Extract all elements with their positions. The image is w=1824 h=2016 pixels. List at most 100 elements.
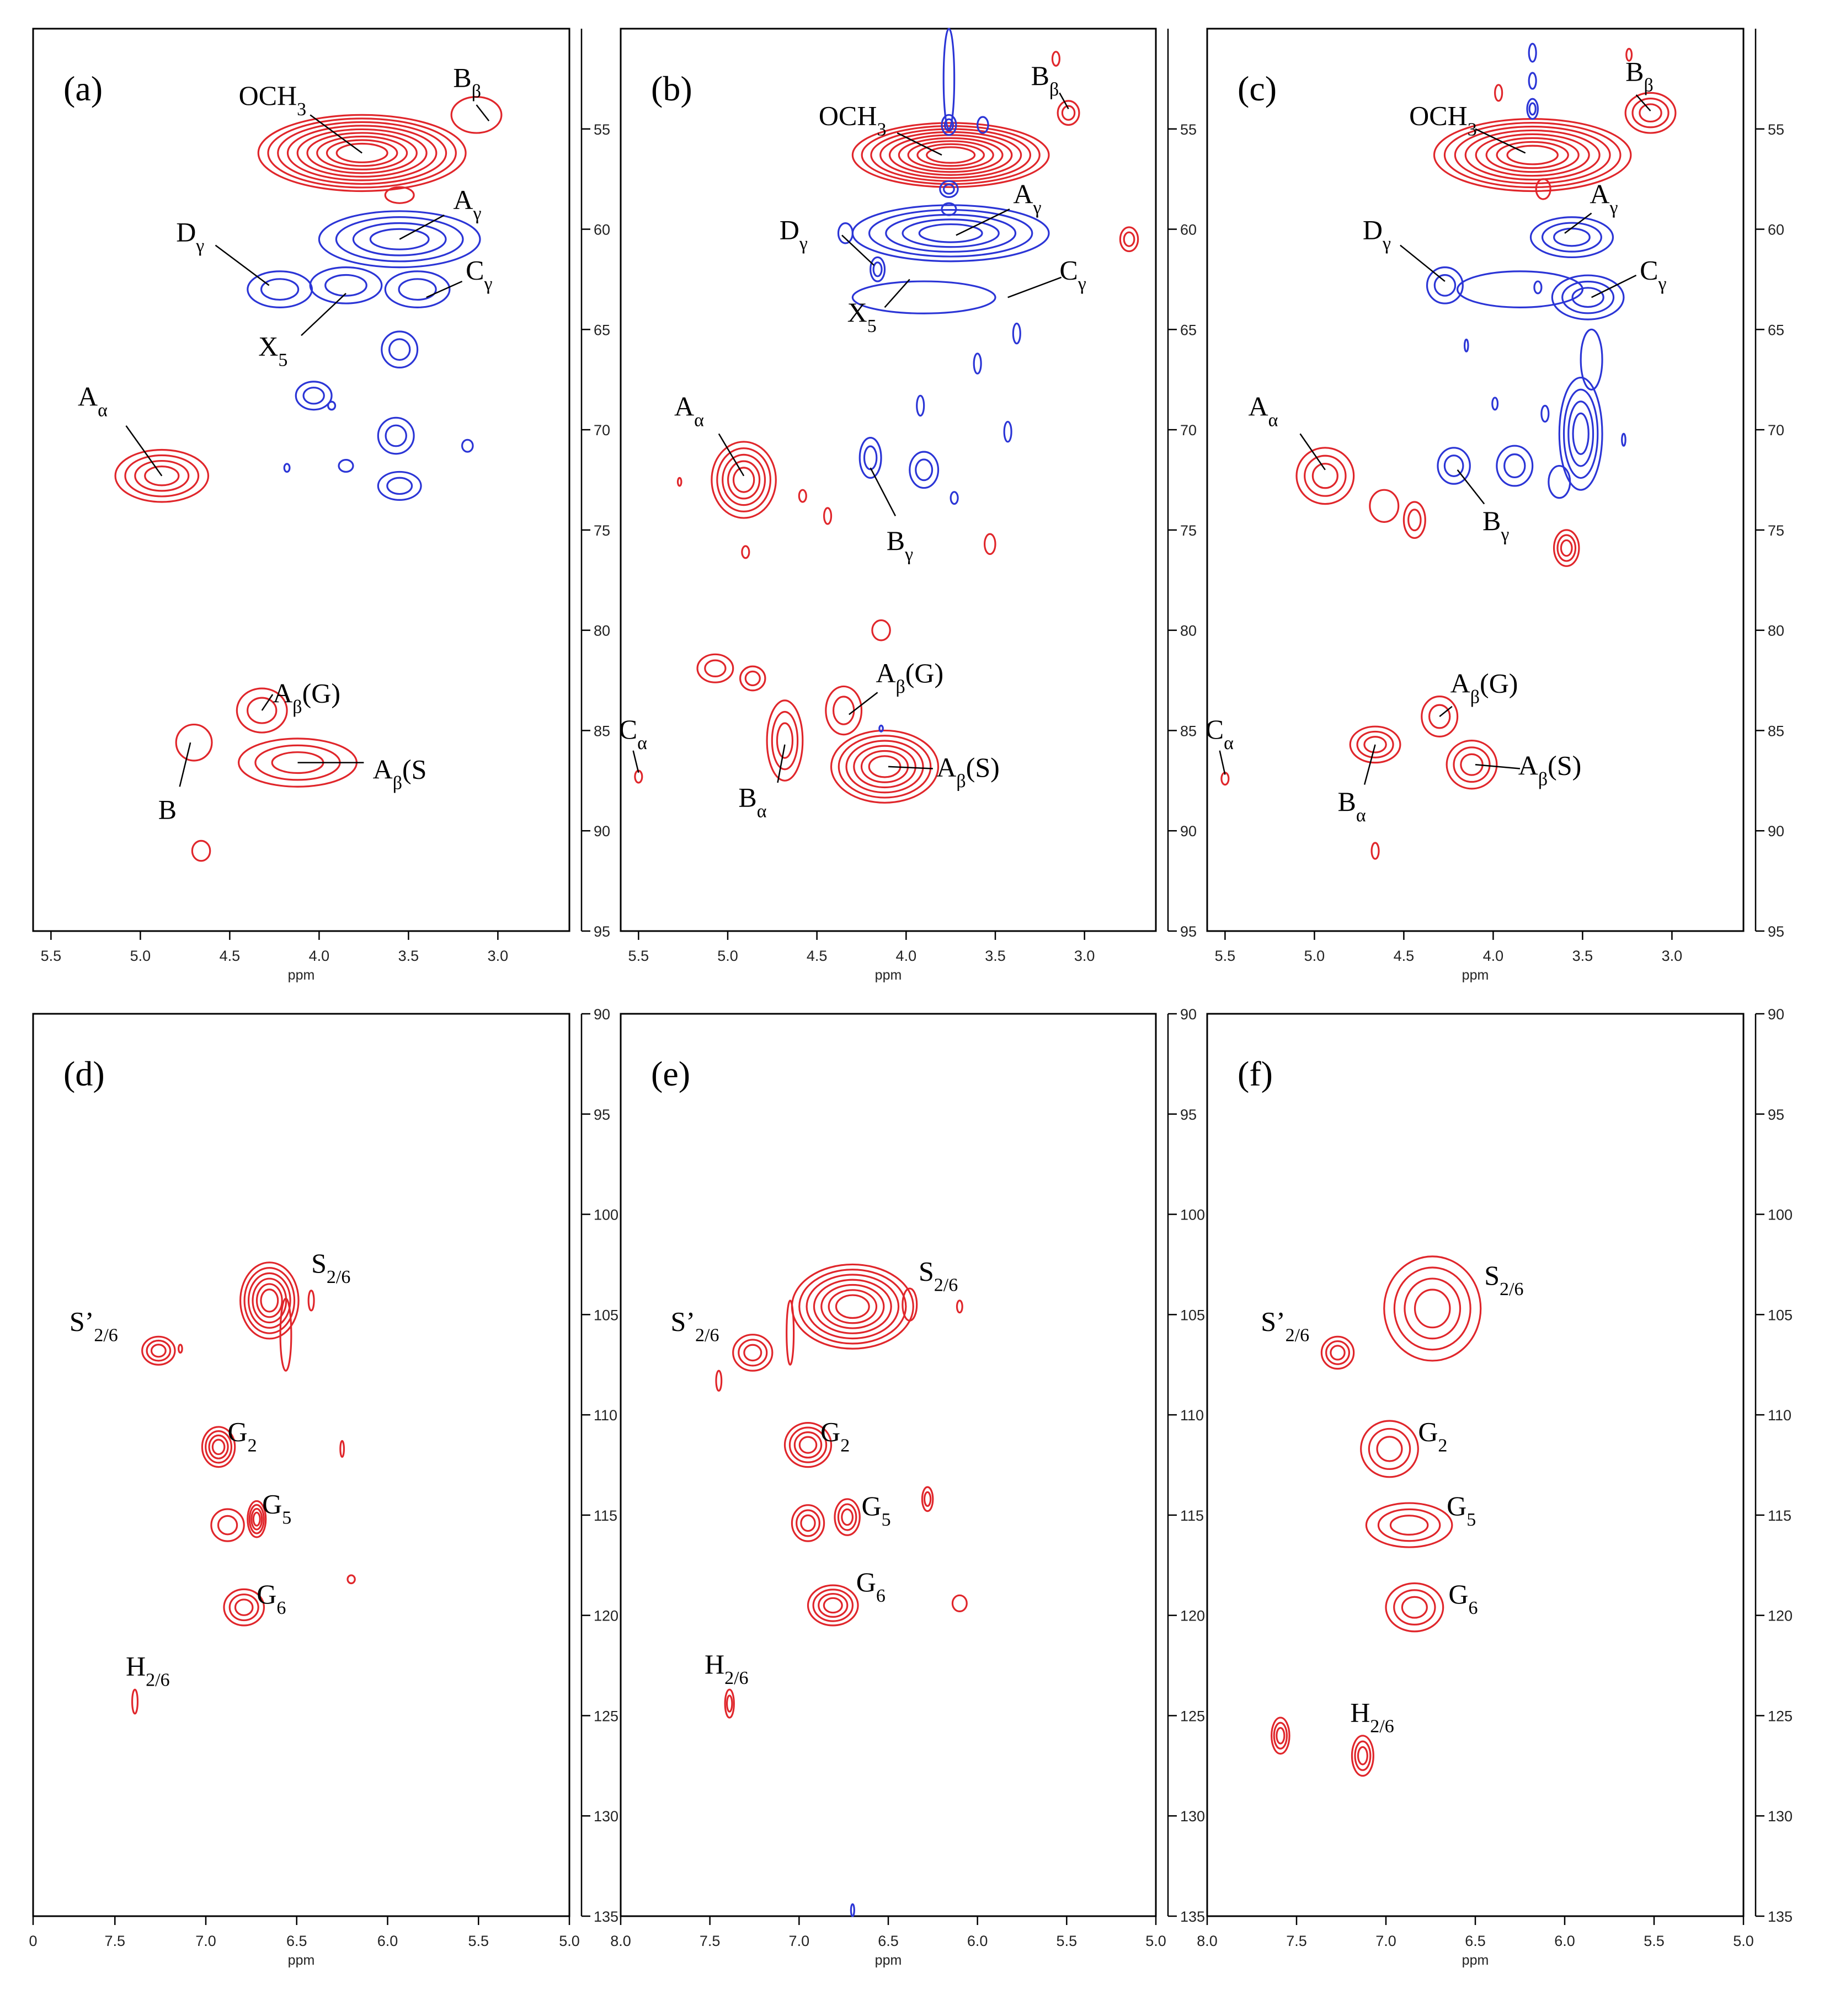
contour-level [307,1290,315,1312]
annotation-label: G5 [1447,1490,1476,1530]
annotation-leader [1591,275,1637,298]
contour-peak [1426,266,1464,304]
x-tick-label: 7.0 [195,1933,216,1949]
contour-level [788,1426,828,1463]
peak-annotation: Aβ(S [297,754,426,793]
contour-level [398,278,437,301]
contour-level [260,1288,279,1313]
contour-peak [942,28,956,130]
peak-annotation: Aβ(S) [888,752,1000,792]
annotation-leader [261,694,274,711]
y-tick-label: 90 [594,823,610,839]
peak-annotation: Dγ [176,216,270,286]
contour-level [327,400,337,411]
contour-level [286,125,438,181]
contour-peak [941,114,957,136]
contour-level [1428,704,1451,729]
y-tick-label: 135 [1768,1908,1793,1925]
x-tick-label: 6.0 [1554,1933,1575,1949]
contour-level [1363,736,1387,753]
annotation-label: Dγ [780,215,808,254]
y-tick-label: 65 [1180,322,1197,338]
annotation-label: G6 [856,1566,886,1606]
contour-peak [247,1500,267,1538]
y-axis: 55 60 65 70 75 80 85 90 95 [1167,29,1197,940]
contour-level [870,256,886,282]
x-axis: 8.0 7.5 7.0 6.5 6.0 5.5 5.0 ppm [1197,1916,1754,1968]
annotation-leader [1475,764,1521,769]
contour-level [1295,447,1355,505]
x-tick-label: 5.0 [1304,948,1325,964]
contour-level [1528,42,1537,63]
contour-level [871,619,891,641]
contour-level [335,142,388,163]
contour-level [141,1335,176,1366]
contour-level [1414,1288,1451,1329]
contour-level [1407,509,1422,532]
annotation-leader [301,292,346,336]
contour-peak [461,439,474,453]
contour-peak [1051,51,1061,67]
annotation-label: OCH3 [239,80,307,120]
contour-level [255,1283,283,1318]
contour-level [741,545,750,559]
contour-level [338,459,354,473]
contour-peak [766,699,804,782]
contour-level [1475,133,1590,177]
contour-level [926,146,976,164]
y-tick-label: 95 [1768,1106,1784,1123]
contour-level [124,454,200,498]
annotation-label: Aβ(S) [936,752,1000,792]
y-tick-label: 80 [1180,623,1197,639]
contour-level [223,1588,265,1627]
annotation-leader [1059,92,1069,110]
contour-level [878,724,884,732]
contour-level [326,139,398,167]
annotation-label: Bβ [1625,56,1654,96]
x-tick-label: 5.5 [468,1933,489,1949]
y-tick-label: 95 [1768,923,1784,940]
peak-annotation: Aα [1249,391,1326,470]
contour-level [832,696,855,725]
contour-peak [739,665,766,692]
contour-peak [309,266,383,304]
contour-level [916,394,925,417]
annotation-label: Aα [78,381,108,420]
contour-level [1273,1721,1288,1750]
x-tick-label: 5.5 [628,948,649,964]
contour-level [1485,137,1580,173]
peak-annotation: Aβ(G) [1439,667,1518,717]
contour-level [841,1508,854,1526]
peak-annotation: H2/6 [705,1649,749,1688]
contour-peak [850,1903,855,1917]
contour-peak [339,1440,345,1458]
contour-level [1540,404,1550,423]
contour-peak [1528,72,1537,90]
annotation-label: S2/6 [919,1256,958,1296]
y-tick-label: 110 [594,1407,617,1424]
contour-level [1494,84,1503,102]
contour-level [798,1269,907,1345]
x-tick-label: 7.0 [1375,1933,1396,1949]
peak-annotation: Aβ(G) [261,678,340,717]
annotation-label: S’2/6 [1261,1306,1309,1345]
y-tick-label: 90 [1768,823,1784,839]
contour-level [825,685,863,736]
contour-level [766,699,804,782]
y-tick-label: 60 [1768,222,1784,238]
peak-annotation: S2/6 [311,1248,350,1287]
y-axis: 55 60 65 70 75 80 85 90 95 [580,29,610,940]
contour-level [1496,445,1534,487]
peak-annotation: Cα [1206,714,1234,775]
contour-level [211,1439,226,1456]
contour-peak [295,381,333,411]
annotation-leader [1475,128,1526,154]
y-tick-label: 115 [1768,1507,1791,1524]
contour-level [813,1279,892,1334]
contour-level [798,1436,818,1454]
contour-level [1529,216,1614,259]
peak-annotation: G5 [862,1490,891,1530]
contour-peak [1457,270,1584,308]
peak-annotation: Bγ [1457,469,1509,544]
